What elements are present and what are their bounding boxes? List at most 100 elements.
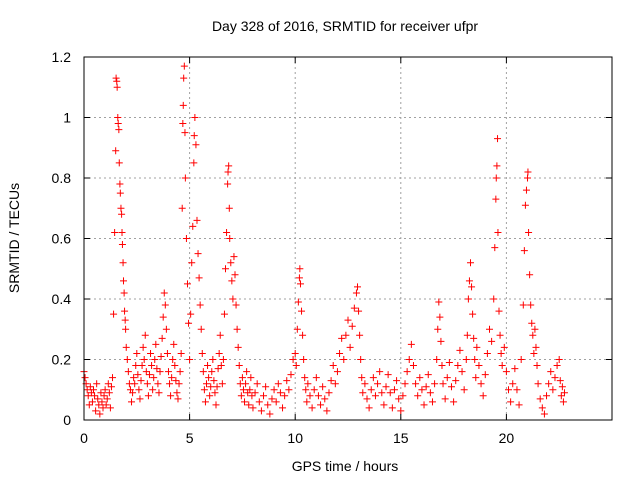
data-point [329,362,337,370]
data-point [118,228,126,236]
data-point [279,404,287,412]
data-point [445,359,453,367]
data-point [155,389,163,397]
data-point [215,349,223,357]
data-point [294,298,302,306]
data-point [116,189,124,197]
data-point [317,401,325,409]
data-point [426,389,434,397]
data-point [229,295,237,303]
data-point [213,383,221,391]
data-point [287,371,295,379]
data-point [356,331,364,339]
data-point [456,346,464,354]
data-point [433,356,441,363]
data-point [380,401,388,409]
data-point [350,304,358,312]
data-point [458,368,466,376]
data-point [338,334,346,342]
data-point [304,380,312,388]
data-point [509,380,517,388]
data-point [291,349,299,357]
data-point [174,395,182,403]
data-point [492,174,500,182]
data-point [266,410,274,418]
data-point [222,265,230,273]
data-point [491,244,499,252]
x-tick-label: 5 [186,430,194,446]
data-point [253,380,261,388]
data-point [119,259,127,267]
data-point [502,368,510,376]
data-point [468,283,476,291]
data-point [161,301,169,309]
data-point [422,383,430,391]
data-point [101,386,109,394]
data-point [450,398,458,406]
data-point [300,356,308,363]
data-point [272,398,280,406]
data-point [135,386,143,394]
data-point [192,141,200,149]
data-point [437,337,445,345]
data-point [520,247,528,255]
data-point [121,307,129,315]
data-point [342,331,350,339]
data-point [553,362,561,370]
data-point [378,389,386,397]
data-point [475,362,483,370]
data-point [136,395,144,403]
data-point [168,374,176,382]
data-point [114,114,122,121]
data-point [191,114,199,121]
data-point [547,368,555,376]
data-point [472,374,480,382]
data-point [308,404,316,412]
data-point [97,389,105,397]
data-point [103,395,111,403]
data-point [189,222,197,230]
data-point [137,377,145,385]
data-point [483,349,491,357]
data-point [185,319,193,327]
data-point [205,374,213,382]
x-tick-label: 10 [287,430,303,446]
data-point [555,356,563,363]
data-point [166,380,174,388]
data-point [321,395,329,403]
data-point [86,383,94,391]
data-point [528,319,536,327]
data-point [180,62,188,70]
data-point [376,368,384,376]
x-axis-label: GPS time / hours [292,458,399,474]
data-point [241,398,249,406]
data-point [438,362,446,370]
data-point [357,356,365,363]
data-point [336,349,344,357]
data-point [223,228,231,236]
data-point [130,374,138,382]
data-point [344,316,352,324]
data-point [238,374,246,382]
data-point [98,398,106,406]
data-point [218,380,226,388]
data-point [409,362,417,370]
data-point [384,371,392,379]
data-point [158,334,166,342]
data-point [181,129,189,137]
data-point [145,371,153,379]
data-point [81,374,89,382]
data-point [358,374,366,382]
data-point [96,410,104,418]
data-point [104,380,112,388]
data-point [114,120,122,128]
data-point [363,395,371,403]
data-point [208,368,216,376]
data-point [536,395,544,403]
data-point [106,404,114,412]
data-point [390,386,398,394]
data-point [524,168,532,176]
data-point [195,274,203,282]
data-point [500,343,508,351]
data-point [159,313,167,321]
